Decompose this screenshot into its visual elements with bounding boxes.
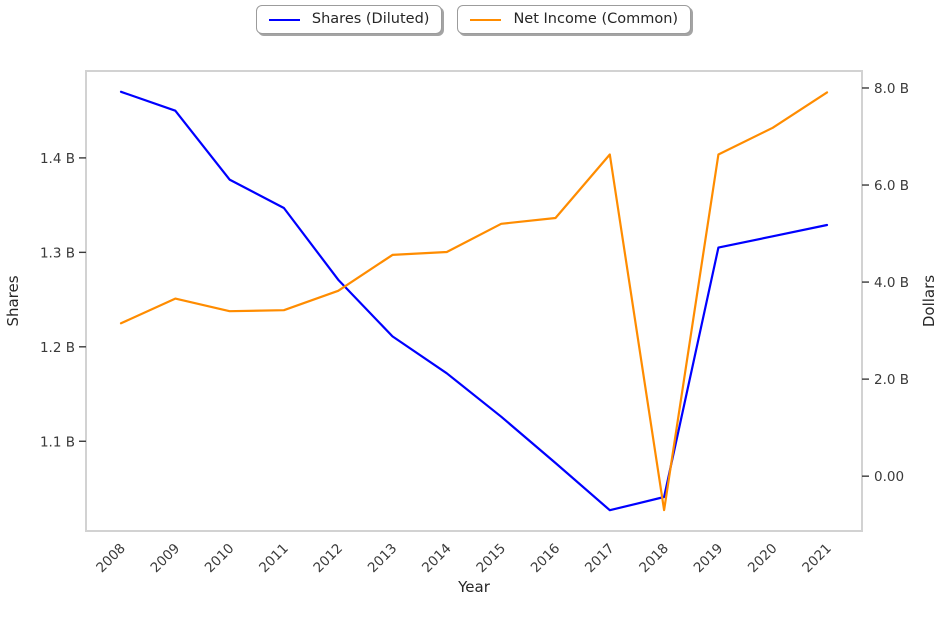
x-axis-tick-label: 2018 (636, 541, 672, 577)
series-line-net-income-common (119, 91, 829, 512)
x-axis-tick-label: 2021 (799, 541, 835, 577)
x-axis-tick-label: 2010 (202, 541, 238, 577)
x-axis-tick-label: 2008 (93, 541, 129, 577)
y-axis-right-tick-label: 2.0 B (874, 372, 909, 388)
legend-item-shares-diluted: Shares (Diluted) (255, 5, 443, 34)
y-axis-left-tick-label: 1.2 B (40, 340, 75, 356)
y-axis-right: 0.00 2.0 B 4.0 B 6.0 B 8.0 B (862, 81, 909, 485)
legend-swatch-orange-line (470, 18, 502, 21)
x-axis-tick-label: 2020 (745, 541, 781, 577)
x-axis-title: Year (457, 578, 491, 596)
y-axis-left-tick-label: 1.1 B (40, 434, 75, 450)
y-axis-left-title: Shares (4, 275, 22, 326)
y-axis-left-tick-label: 1.3 B (40, 245, 75, 261)
x-axis-tick-label: 2009 (148, 541, 184, 577)
legend-label: Shares (Diluted) (311, 11, 430, 27)
legend-item-net-income: Net Income (Common) (457, 5, 692, 34)
x-axis-tick-label: 2012 (310, 541, 346, 577)
plot-area-border (85, 70, 863, 532)
legend-swatch-blue-line (268, 18, 300, 21)
x-axis-tick-label: 2019 (691, 541, 727, 577)
y-axis-right-tick-label: 6.0 B (874, 178, 909, 194)
x-axis-tick-label: 2011 (256, 541, 292, 577)
x-axis-tick-label: 2017 (582, 541, 618, 577)
y-axis-left: 1.1 B 1.2 B 1.3 B 1.4 B (40, 151, 86, 450)
y-axis-right-tick-label: 4.0 B (874, 275, 909, 291)
x-axis-tick-label: 2013 (365, 541, 401, 577)
y-axis-right-tick-label: 8.0 B (874, 81, 909, 97)
x-axis: 2008 2009 2010 2011 2012 2013 2014 2015 2016 2017… (93, 541, 835, 577)
series-line-shares-diluted (119, 90, 829, 512)
y-axis-right-title: Dollars (920, 275, 938, 327)
legend-label: Net Income (Common) (513, 11, 679, 27)
x-axis-tick-label: 2015 (473, 541, 509, 577)
y-axis-left-tick-label: 1.4 B (40, 151, 75, 167)
x-axis-tick-label: 2014 (419, 541, 455, 577)
y-axis-right-tick-label: 0.00 (874, 469, 904, 485)
x-axis-tick-label: 2016 (528, 541, 564, 577)
legend: Shares (Diluted) Net Income (Common) (0, 5, 947, 34)
